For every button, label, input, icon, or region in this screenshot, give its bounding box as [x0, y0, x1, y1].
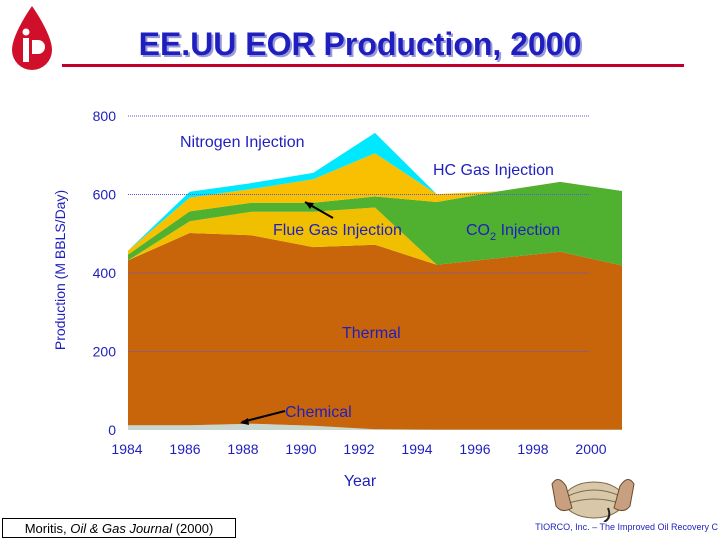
y-tick-label: 400: [93, 265, 117, 281]
annotation-label: HC Gas Injection: [433, 162, 554, 179]
title-rule: [62, 64, 684, 67]
area-flue-gas-injection: [128, 207, 622, 266]
x-tick-label: 1984: [111, 441, 142, 457]
y-tick-label: 800: [93, 108, 117, 124]
x-tick-label: 1992: [343, 441, 374, 457]
footer-text: TIORCO, Inc. – The Improved Oil Recovery…: [535, 522, 718, 532]
annotation-label: Nitrogen Injection: [180, 134, 305, 151]
area-co2-injection: [128, 181, 622, 266]
flue-gas-arrowhead: [305, 202, 314, 209]
tiorco-logo-icon: [12, 6, 52, 70]
annotation-label: CO2 Injection: [466, 222, 560, 243]
x-tick-label: 1998: [517, 441, 548, 457]
page-title: EE.UU EOR Production, 2000: [138, 26, 582, 62]
x-tick-label: 1996: [459, 441, 490, 457]
x-axis-label: Year: [343, 473, 377, 490]
y-tick-label: 200: [93, 344, 117, 360]
source-year: (2000): [172, 521, 214, 536]
x-tick-label: 1990: [285, 441, 316, 457]
x-tick-label: 1994: [401, 441, 432, 457]
area-nitrogen-injection: [128, 132, 622, 251]
oil-barrel-hands-icon: [551, 479, 635, 522]
source-citation: Moritis, Oil & Gas Journal (2000): [2, 518, 236, 538]
y-axis-label: Production (M BBLS/Day): [52, 189, 68, 351]
chemical-pointer: [241, 410, 286, 423]
annotation-label: Chemical: [285, 404, 352, 421]
x-tick-label: 2000: [575, 441, 606, 457]
area-hc-gas-injection: [128, 153, 622, 255]
annotation-label: Thermal: [342, 325, 401, 342]
y-tick-label: 0: [108, 422, 116, 438]
x-tick-label: 1988: [227, 441, 258, 457]
x-tick-label: 1986: [169, 441, 200, 457]
chemical-arrowhead: [240, 418, 249, 425]
area-thermal: [128, 233, 622, 430]
area-chemical: [128, 423, 622, 430]
y-tick-label: 600: [93, 187, 117, 203]
source-author: Moritis,: [24, 521, 71, 536]
annotation-label: Flue Gas Injection: [273, 222, 402, 239]
source-journal: Oil & Gas Journal: [70, 521, 173, 536]
